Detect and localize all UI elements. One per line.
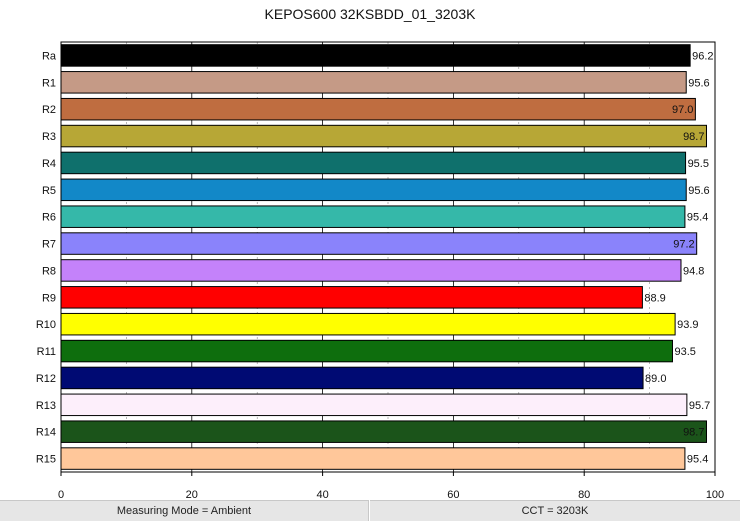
value-label: 93.9 bbox=[677, 319, 698, 331]
bar bbox=[60, 71, 687, 94]
bar bbox=[60, 366, 644, 390]
bar bbox=[60, 339, 673, 363]
x-tick-label: 60 bbox=[447, 489, 459, 500]
category-label: R2 bbox=[42, 104, 56, 116]
category-label: R5 bbox=[42, 185, 56, 197]
value-label: 95.4 bbox=[687, 454, 708, 466]
value-label: 95.6 bbox=[688, 77, 709, 89]
bar bbox=[60, 178, 687, 202]
value-label: 95.4 bbox=[687, 212, 708, 224]
bar bbox=[60, 312, 676, 336]
value-label: 95.5 bbox=[688, 158, 709, 170]
bar bbox=[60, 151, 687, 175]
category-label: R11 bbox=[37, 346, 56, 358]
chart-title: KEPOS600 32KSBDD_01_3203K bbox=[264, 6, 476, 22]
category-label: R9 bbox=[42, 292, 56, 304]
bar bbox=[60, 232, 698, 255]
value-label: 97.0 bbox=[672, 104, 693, 116]
x-tick-label: 100 bbox=[706, 489, 724, 500]
bar bbox=[60, 393, 688, 417]
category-label: R10 bbox=[36, 319, 56, 331]
category-label: R3 bbox=[42, 131, 56, 143]
value-label: 96.2 bbox=[692, 50, 713, 62]
bar bbox=[60, 420, 707, 443]
value-label: 98.7 bbox=[683, 131, 704, 143]
value-label: 98.7 bbox=[683, 427, 704, 439]
cct-status: CCT = 3203K bbox=[370, 500, 740, 521]
category-label: R1 bbox=[42, 77, 56, 89]
category-label: R15 bbox=[36, 454, 56, 466]
value-label: 88.9 bbox=[644, 292, 665, 304]
bar bbox=[60, 286, 643, 309]
bar-chart: 0 20 40 60 80 100 Ra 96.2 R1 95.6 R2 97.0 R3 98.7 R4 95… bbox=[36, 41, 724, 500]
category-label: Ra bbox=[42, 50, 57, 62]
category-label: R4 bbox=[42, 158, 56, 170]
x-tick-label: 20 bbox=[186, 489, 198, 500]
category-label: R8 bbox=[42, 265, 56, 277]
bars bbox=[60, 44, 707, 470]
value-label: 97.2 bbox=[673, 239, 694, 251]
value-label: 94.8 bbox=[683, 265, 704, 277]
category-label: R6 bbox=[42, 212, 56, 224]
x-tick-label: 40 bbox=[316, 489, 328, 500]
measuring-mode-status: Measuring Mode = Ambient bbox=[0, 500, 369, 521]
bar bbox=[60, 97, 696, 121]
bar bbox=[60, 205, 686, 228]
value-label: 93.5 bbox=[674, 346, 695, 358]
x-tick-label: 80 bbox=[578, 489, 590, 500]
value-label: 95.6 bbox=[688, 185, 709, 197]
value-label: 95.7 bbox=[689, 400, 710, 412]
labels: 0 20 40 60 80 100 Ra 96.2 R1 95.6 R2 97.0 R3 98.7 R4 95… bbox=[36, 50, 724, 500]
x-tick-label: 0 bbox=[58, 489, 64, 500]
value-label: 89.0 bbox=[645, 373, 666, 385]
category-label: R13 bbox=[36, 400, 56, 412]
category-label: R7 bbox=[42, 239, 56, 251]
category-label: R12 bbox=[36, 373, 56, 385]
bar bbox=[60, 124, 707, 148]
bar bbox=[60, 259, 682, 282]
plot-frame bbox=[60, 41, 716, 473]
bar bbox=[60, 447, 686, 470]
bar bbox=[60, 44, 691, 67]
category-label: R14 bbox=[36, 427, 56, 439]
